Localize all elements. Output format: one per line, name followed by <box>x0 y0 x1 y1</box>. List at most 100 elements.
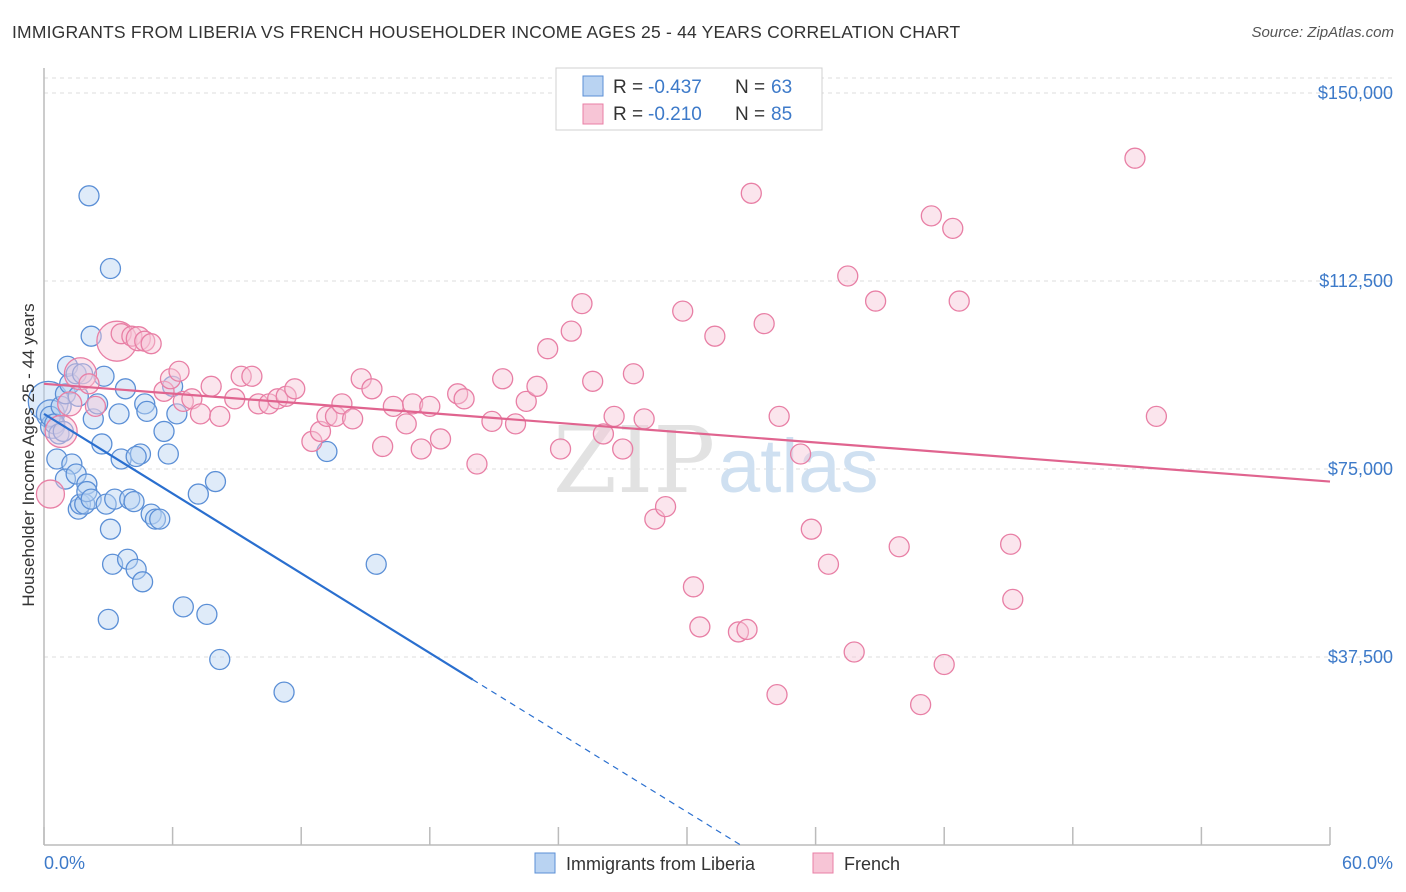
data-points <box>27 147 1168 716</box>
data-point <box>159 368 182 390</box>
legend-r-label-french: R = <box>613 104 643 125</box>
data-point <box>466 453 488 475</box>
data-point <box>136 400 158 423</box>
legend-n-value-liberia: 63 <box>771 77 792 98</box>
data-point <box>157 443 179 465</box>
data-point <box>99 518 122 540</box>
data-point <box>172 596 194 618</box>
y-tick-label-1: $75,000 <box>1328 459 1393 479</box>
data-point <box>189 403 212 425</box>
legend-n-label-liberia: N = <box>735 77 765 98</box>
chart-title: IMMIGRANTS FROM LIBERIA VS FRENCH HOUSEH… <box>12 22 961 42</box>
data-point <box>1145 405 1168 428</box>
legend-r-value-french: -0.210 <box>648 104 702 125</box>
data-point <box>526 375 548 397</box>
bottom-legend-swatch-french <box>812 852 834 874</box>
bottom-legend: Immigrants from Liberia French <box>534 852 900 874</box>
watermark: ZIP atlas <box>553 407 879 514</box>
data-point <box>84 395 107 418</box>
data-point <box>429 428 452 450</box>
data-point <box>97 608 119 631</box>
data-point <box>942 217 964 240</box>
data-point <box>592 423 615 445</box>
data-point <box>753 312 775 335</box>
data-point <box>365 553 387 575</box>
data-point <box>331 393 353 415</box>
legend-n-value-french: 85 <box>771 104 792 125</box>
data-point <box>515 390 537 412</box>
data-point <box>273 681 295 703</box>
legend-box: R = -0.437 N = 63 R = -0.210 N = 85 <box>555 67 823 131</box>
data-point <box>134 393 156 415</box>
data-point <box>999 533 1022 555</box>
series-liberia <box>27 185 387 703</box>
y-tick-labels: $37,500 $75,000 $112,500 $150,000 <box>1318 83 1393 667</box>
data-point <box>35 479 66 509</box>
data-point <box>395 413 417 435</box>
series-french <box>35 147 1168 716</box>
data-point <box>410 438 432 460</box>
source-label: Source: ZipAtlas.com <box>1251 24 1394 41</box>
data-point <box>672 300 694 322</box>
data-point <box>948 290 970 312</box>
trend-line-extension-liberia <box>472 679 741 846</box>
data-point <box>817 553 840 575</box>
data-point <box>187 483 209 505</box>
data-point <box>241 365 263 387</box>
y-tick-label-2: $112,500 <box>1319 271 1393 291</box>
data-point <box>1002 588 1024 611</box>
data-point <box>689 616 711 638</box>
data-point <box>172 390 194 412</box>
trend-line-liberia <box>43 412 474 681</box>
data-point <box>727 621 750 643</box>
data-point <box>153 420 175 443</box>
legend-r-label-liberia: R = <box>613 77 643 98</box>
data-point <box>768 405 790 428</box>
x-tick-label-max: 60.0% <box>1342 853 1393 873</box>
data-point <box>571 292 593 315</box>
data-point <box>371 435 394 458</box>
data-point <box>492 368 514 390</box>
data-point <box>402 393 424 415</box>
data-point <box>920 205 942 227</box>
data-point <box>704 325 726 347</box>
data-point <box>582 370 604 392</box>
x-tick-label-min: 0.0% <box>44 853 85 873</box>
data-point <box>123 490 145 513</box>
data-point <box>140 333 162 355</box>
data-point <box>504 413 527 435</box>
data-point <box>382 395 405 418</box>
y-tick-label-3: $150,000 <box>1318 83 1393 103</box>
data-point <box>612 438 634 460</box>
data-point <box>166 403 188 425</box>
data-point <box>209 648 231 671</box>
data-point <box>909 693 932 716</box>
data-point <box>284 378 306 400</box>
data-point <box>537 338 559 360</box>
trend-line-french <box>43 382 1331 483</box>
data-point <box>888 536 910 558</box>
y-axis-title: Householder Income Ages 25 - 44 years <box>19 303 38 606</box>
data-point <box>622 363 645 385</box>
data-point <box>560 320 582 342</box>
data-point <box>204 470 227 493</box>
data-point <box>149 508 171 530</box>
y-tick-label-0: $37,500 <box>1328 647 1393 667</box>
axes <box>43 68 1331 846</box>
trend-lines <box>43 382 1331 846</box>
data-point <box>96 320 138 362</box>
data-point <box>266 388 289 410</box>
data-point <box>453 388 475 410</box>
data-point <box>682 576 705 598</box>
data-point <box>361 378 383 400</box>
bottom-legend-label-liberia: Immigrants from Liberia <box>566 854 756 874</box>
data-point <box>481 410 503 433</box>
legend-r-value-liberia: -0.437 <box>648 77 702 98</box>
data-point <box>200 375 222 397</box>
data-point <box>736 618 758 641</box>
data-point <box>766 683 788 706</box>
bottom-legend-label-french: French <box>844 854 900 874</box>
data-point <box>196 603 218 626</box>
legend-n-label-french: N = <box>735 104 765 125</box>
